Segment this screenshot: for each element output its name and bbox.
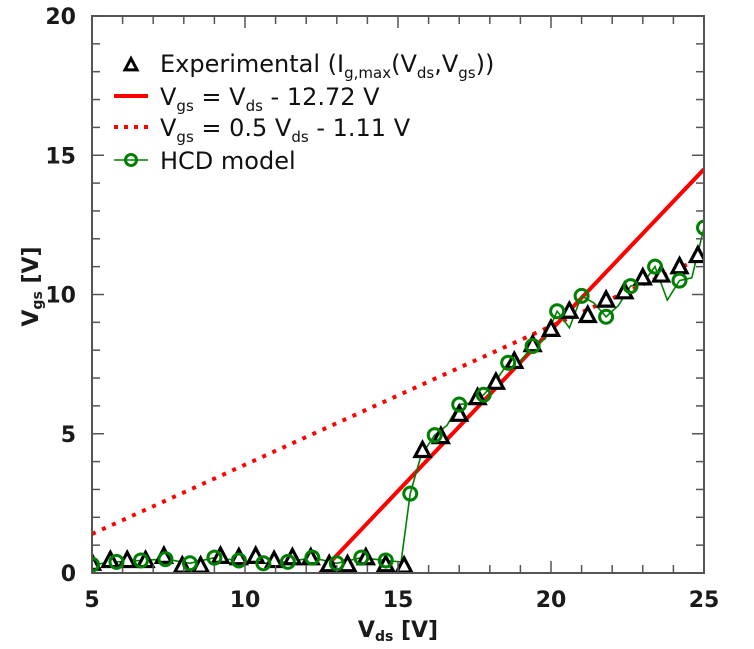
hcd-model-point — [451, 396, 468, 413]
legend-item-experimental: Experimental (Ig,max(Vds,Vgs)) — [122, 50, 494, 82]
experimental-point — [559, 299, 580, 319]
legend-label-sub: ds — [291, 128, 309, 146]
legend-label-part: = V — [194, 83, 246, 111]
axis-label-sub: ds — [375, 629, 393, 645]
axis-label-sub: gs — [30, 291, 46, 309]
legend-label: HCD model — [160, 147, 296, 175]
hcd-model-point — [696, 219, 704, 236]
y-tick-label: 10 — [45, 284, 76, 309]
hcd-model-point — [671, 272, 688, 289]
hcd-model-point — [622, 278, 639, 295]
hcd-model-point — [92, 556, 100, 573]
hcd-model-point — [108, 553, 125, 570]
legend-label-part: = 0.5 V — [194, 114, 292, 142]
legend-label-part: V — [160, 114, 177, 142]
fit-solid-line — [318, 167, 704, 573]
hcd-model-point — [157, 551, 174, 568]
legend-label-part: - 1.11 V — [309, 114, 411, 142]
plot-area — [92, 16, 704, 573]
legend-label-part: ,V — [434, 50, 459, 78]
experimental-point — [632, 266, 653, 286]
axis-label-unit: [V] — [19, 246, 44, 291]
hcd-model-point — [132, 552, 149, 569]
hcd-model-point — [206, 549, 223, 566]
x-tick-label: 15 — [383, 588, 414, 613]
experimental-point — [687, 243, 704, 264]
legend-item-hcd_model: HCD model — [114, 147, 296, 175]
axis-label-unit: [V] — [393, 618, 438, 643]
legend-label-part: HCD model — [160, 147, 296, 175]
x-axis-title: Vds [V] — [358, 618, 438, 645]
legend-item-fit_solid: Vgs = Vds - 12.72 V — [114, 83, 380, 115]
y-tick-label: 15 — [45, 144, 76, 169]
x-tick-label: 5 — [84, 588, 99, 613]
legend-label-part: Experimental (I — [160, 50, 344, 78]
experimental-point — [577, 303, 598, 324]
experimental-point — [485, 370, 507, 390]
hcd-model-point — [230, 552, 247, 569]
fit-dotted-line — [92, 255, 704, 536]
legend-label-sub: g,max — [344, 64, 391, 82]
legend-label-sub: ds — [246, 97, 264, 115]
legend: Experimental (Ig,max(Vds,Vgs))Vgs = Vds … — [114, 50, 494, 175]
legend-label: Vgs = 0.5 Vds - 1.11 V — [160, 114, 411, 146]
hcd-model-point — [255, 555, 272, 572]
experimental-point — [412, 438, 433, 459]
experimental-point — [540, 317, 562, 337]
experimental-point — [522, 333, 543, 353]
hcd-model-point — [181, 555, 198, 572]
legend-label-sub: gs — [176, 128, 194, 146]
hcd-model-point — [647, 258, 664, 275]
series-layer — [92, 167, 704, 573]
legend-item-fit_dotted: Vgs = 0.5 Vds - 1.11 V — [114, 114, 411, 146]
legend-label-part: V — [160, 83, 177, 111]
legend-label: Vgs = Vds - 12.72 V — [160, 83, 380, 115]
hcd-model-point — [426, 427, 443, 444]
hcd-model-point — [500, 354, 517, 371]
hcd-model-point — [279, 553, 296, 570]
axis-label-main: V — [358, 618, 375, 643]
experimental-point — [449, 402, 470, 422]
legend-label-part: - 12.72 V — [263, 83, 380, 111]
legend-label-sub: gs — [176, 97, 194, 115]
y-tick-label: 0 — [61, 562, 76, 587]
legend-label: Experimental (Ig,max(Vds,Vgs)) — [160, 50, 494, 82]
legend-circle-icon — [124, 153, 138, 167]
x-tick-label: 20 — [536, 588, 567, 613]
legend-triangle-icon — [122, 55, 140, 72]
hcd-model-point — [598, 308, 615, 325]
x-tick-label: 10 — [230, 588, 261, 613]
y-tick-label: 20 — [45, 5, 76, 30]
axes — [91, 15, 705, 574]
y-tick-label: 5 — [61, 423, 76, 448]
hcd-model-point — [573, 287, 590, 304]
legend-label-part: (V — [391, 50, 417, 78]
hcd-model-point — [353, 549, 370, 566]
legend-label-part: )) — [476, 50, 495, 78]
axis-label-main: V — [19, 310, 44, 327]
hcd-model-point — [377, 552, 394, 569]
hcd-model-point — [475, 386, 492, 403]
y-axis-title: Vgs [V] — [19, 246, 46, 326]
legend-label-sub: gs — [458, 64, 476, 82]
legend-label-sub: ds — [417, 64, 435, 82]
hcd-model-point — [304, 549, 321, 566]
hcd-model-point — [402, 485, 419, 502]
hcd-model-point — [549, 303, 566, 320]
hcd-model-point — [524, 338, 541, 355]
experimental-point — [595, 288, 617, 308]
plot-background — [92, 16, 704, 573]
x-tick-label: 25 — [689, 588, 720, 613]
